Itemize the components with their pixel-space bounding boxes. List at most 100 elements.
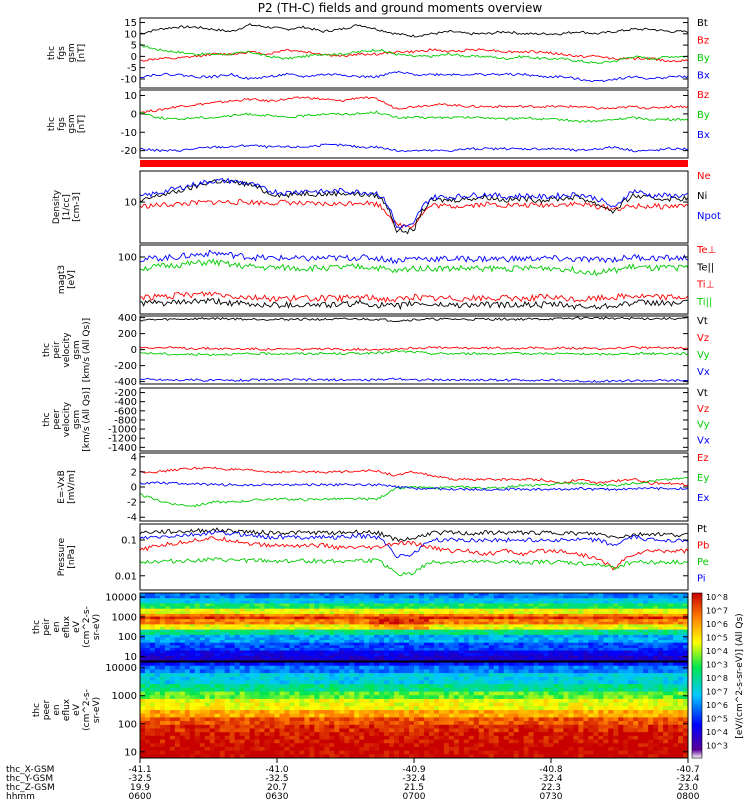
ylabel: thc peir en eflux eV (cm^2-s-sr-eV) <box>32 606 102 648</box>
heatmap-cell <box>374 713 380 718</box>
heatmap-cell <box>518 595 525 599</box>
heatmap-cell <box>603 632 609 636</box>
heatmap-cell <box>324 706 330 711</box>
heatmap-cell <box>169 717 176 722</box>
heatmap-cell <box>608 653 614 657</box>
heatmap-cell <box>299 645 305 649</box>
heatmap-cell <box>184 608 191 612</box>
heatmap-cell <box>314 650 320 654</box>
heatmap-cell <box>623 642 629 646</box>
heatmap-cell <box>613 624 619 628</box>
heatmap-cell <box>204 647 211 652</box>
heatmap-cell <box>473 653 480 657</box>
heatmap-cell <box>239 724 246 729</box>
heatmap-cell <box>204 743 211 748</box>
heatmap-cell <box>463 724 470 729</box>
heatmap-cell <box>578 619 584 623</box>
heatmap-cell <box>309 669 315 674</box>
heatmap-cell <box>304 595 310 599</box>
heatmap-cell <box>299 754 305 759</box>
heatmap-cell <box>284 673 290 678</box>
heatmap-cell <box>164 735 171 741</box>
heatmap-cell <box>219 595 226 599</box>
heatmap-cell <box>593 634 599 638</box>
heatmap-cell <box>458 702 465 707</box>
heatmap-cell <box>169 653 176 657</box>
heatmap-cell <box>468 608 475 612</box>
heatmap-cell <box>354 595 360 599</box>
heatmap-cell <box>458 695 465 700</box>
heatmap-cell <box>279 695 285 700</box>
heatmap-cell <box>279 684 285 689</box>
heatmap-cell <box>309 640 315 644</box>
heatmap-cell <box>518 650 525 654</box>
heatmap-cell <box>164 600 171 604</box>
heatmap-cell <box>269 717 276 722</box>
heatmap-cell <box>548 653 554 657</box>
heatmap-cell <box>538 598 545 602</box>
heatmap-cell <box>164 647 171 652</box>
heatmap-cell <box>374 684 380 689</box>
heatmap-cell <box>354 732 360 737</box>
heatmap-cell <box>483 754 490 759</box>
heatmap-cell <box>359 746 365 752</box>
heatmap-cell <box>583 608 589 612</box>
heatmap-cell <box>254 608 261 612</box>
heatmap-cell <box>234 603 241 607</box>
heatmap-cell <box>563 603 569 607</box>
heatmap-cell <box>234 735 241 741</box>
heatmap-cell <box>339 655 345 659</box>
heatmap-cell <box>533 595 540 599</box>
heatmap-cell <box>294 710 300 715</box>
heatmap-cell <box>404 673 410 678</box>
heatmap-cell <box>658 629 664 633</box>
heatmap-cell <box>354 680 360 685</box>
heatmap-cell <box>598 600 604 604</box>
heatmap-cell <box>384 619 390 623</box>
heatmap-cell <box>598 634 604 638</box>
heatmap-cell <box>214 619 221 623</box>
heatmap-cell <box>274 634 280 638</box>
heatmap-cell <box>199 724 206 729</box>
heatmap-cell <box>394 684 400 689</box>
heatmap-cell <box>463 698 470 704</box>
heatmap-cell <box>334 662 340 667</box>
heatmap-cell <box>169 662 176 667</box>
heatmap-cell <box>329 739 335 744</box>
heatmap-cell <box>488 750 495 755</box>
heatmap-cell <box>603 653 609 657</box>
heatmap-cell <box>264 603 271 607</box>
heatmap-cell <box>438 619 445 623</box>
heatmap-cell <box>269 632 276 636</box>
heatmap-cell <box>364 645 370 649</box>
heatmap-cell <box>418 645 425 649</box>
heatmap-cell <box>344 600 350 604</box>
heatmap-cell <box>433 608 440 612</box>
heatmap-cell <box>643 616 649 620</box>
heatmap-cell <box>364 595 370 599</box>
heatmap-cell <box>593 629 599 633</box>
heatmap-cell <box>339 676 345 681</box>
heatmap-cell <box>354 710 360 715</box>
heatmap-cell <box>254 624 261 628</box>
heatmap-cell <box>438 706 445 711</box>
heatmap-cell <box>488 754 495 759</box>
heatmap-cell <box>319 695 325 700</box>
heatmap-cell <box>349 627 355 631</box>
heatmap-cell <box>423 750 430 755</box>
heatmap-cell <box>259 721 266 726</box>
heatmap-cell <box>503 717 510 722</box>
heatmap-cell <box>319 750 325 755</box>
heatmap-cell <box>239 621 246 625</box>
heatmap-cell <box>289 619 295 623</box>
heatmap-cell <box>548 616 554 620</box>
heatmap-cell <box>364 629 370 633</box>
heatmap-cell <box>284 687 290 693</box>
heatmap-cell <box>344 595 350 599</box>
heatmap-cell <box>468 665 475 670</box>
heatmap-cell <box>538 595 545 599</box>
heatmap-cell <box>319 728 325 733</box>
ytick-label: 0.01 <box>115 571 137 582</box>
heatmap-cell <box>349 611 355 615</box>
heatmap-cell <box>274 687 280 693</box>
